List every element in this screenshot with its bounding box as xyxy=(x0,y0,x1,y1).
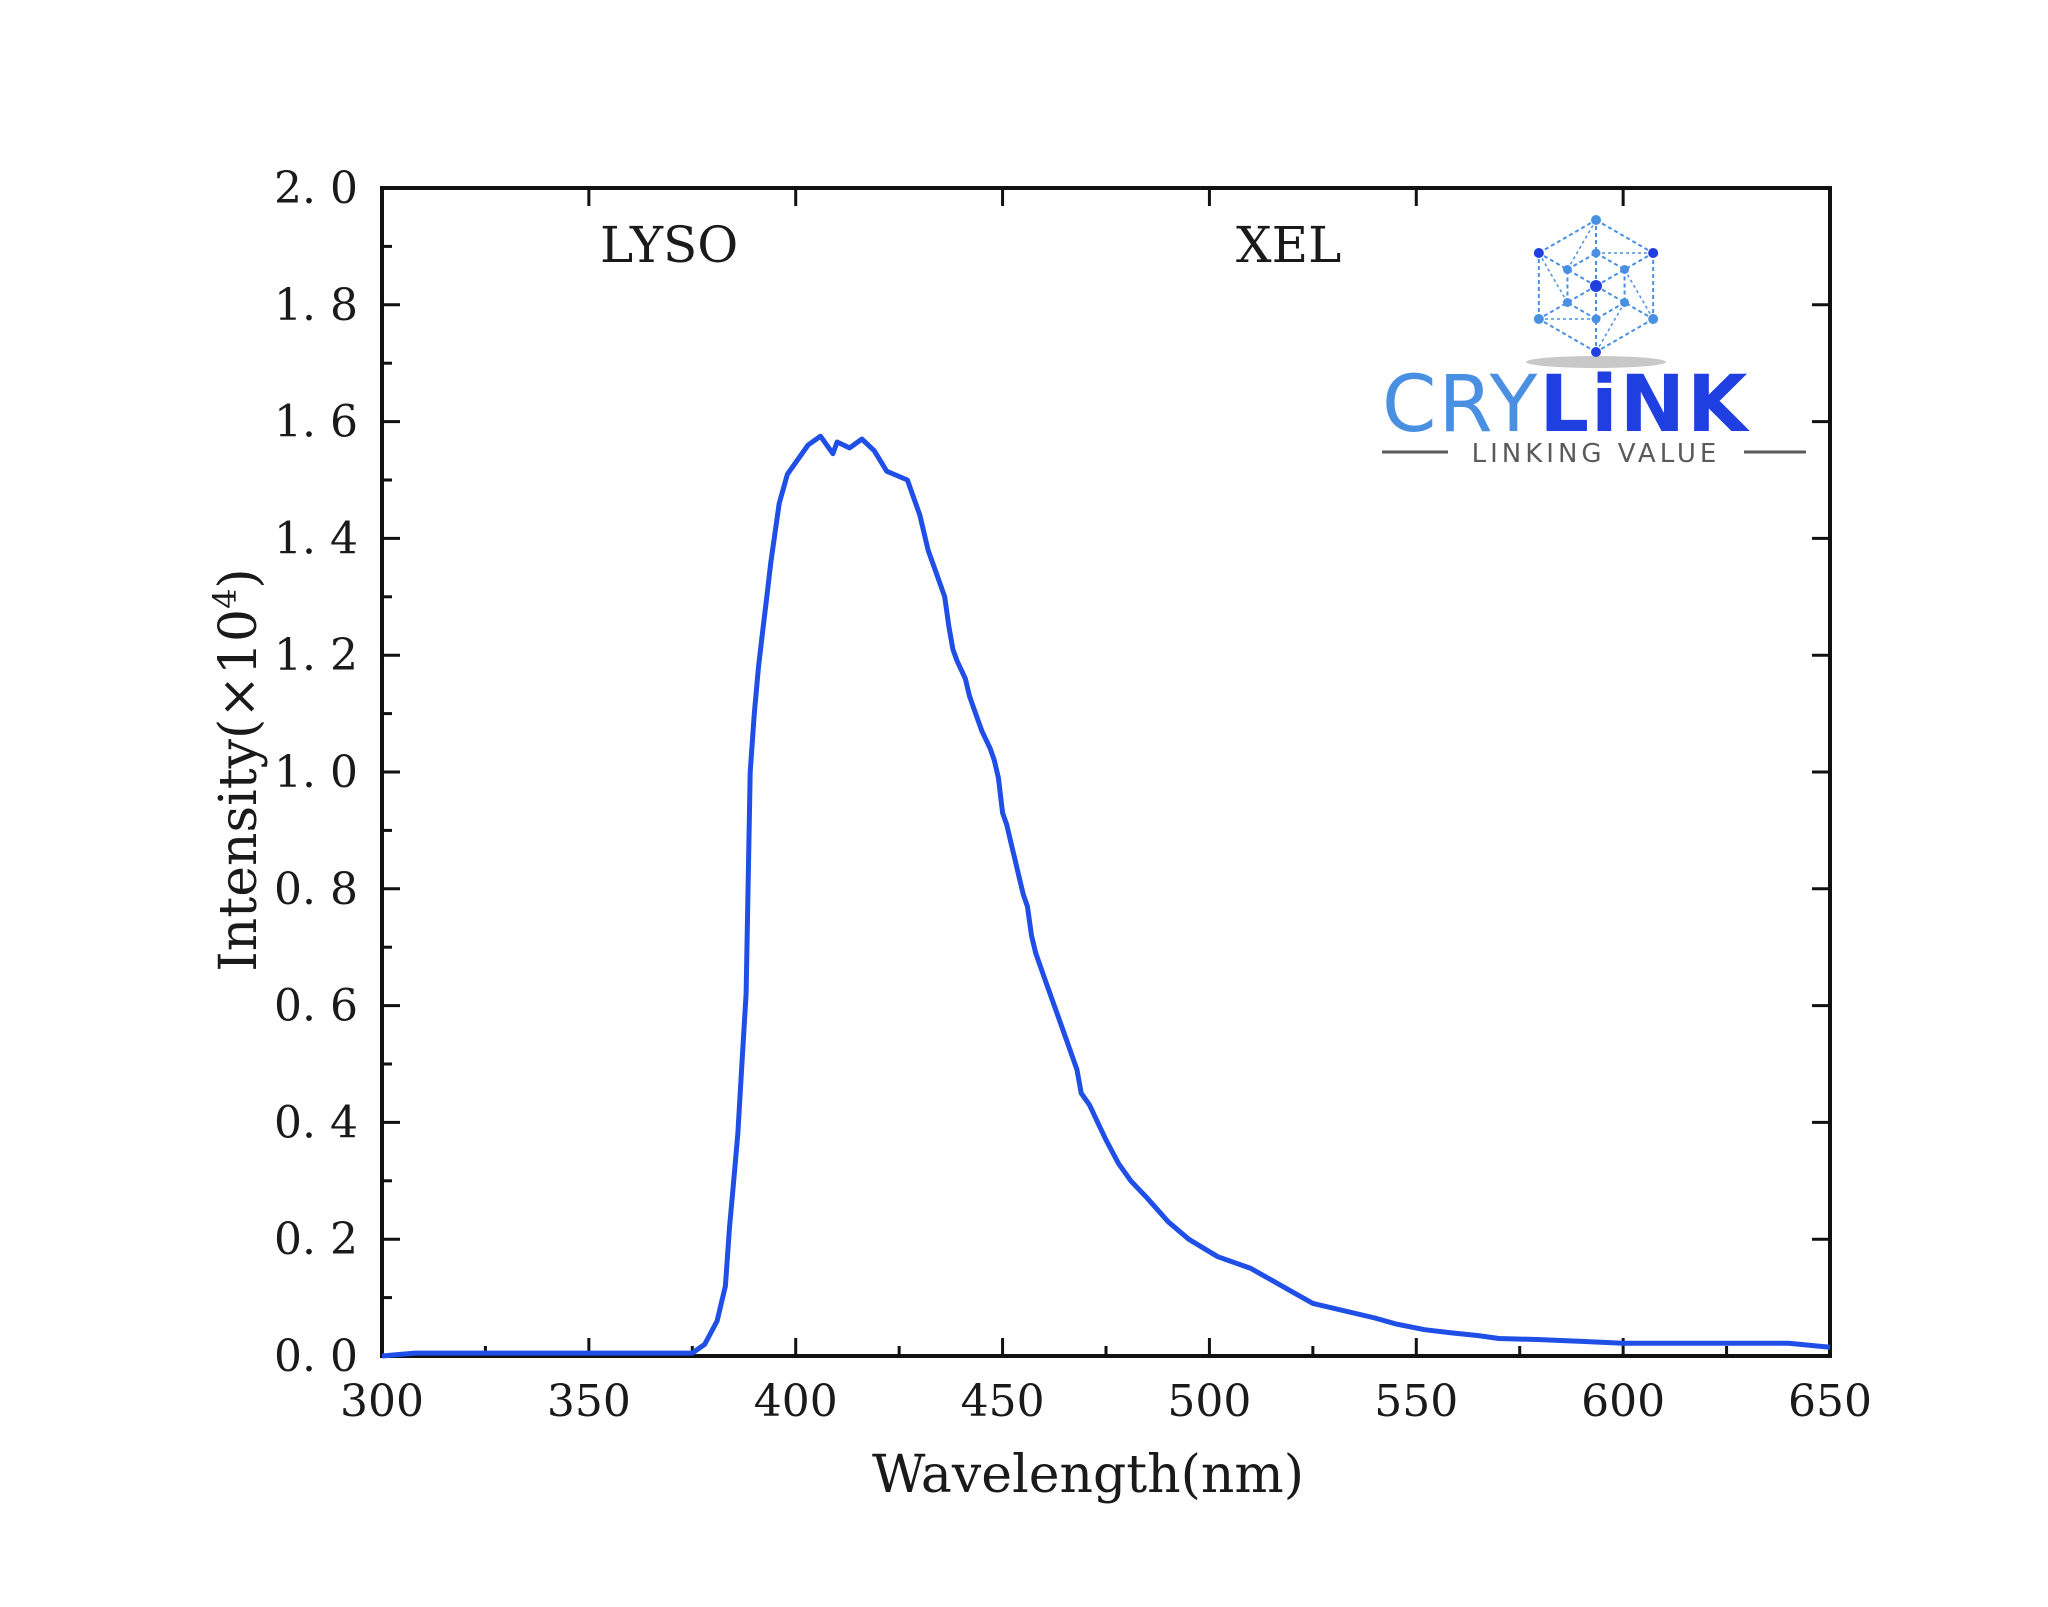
logo-spoke xyxy=(1538,285,1597,320)
logo-brand-light: CRY xyxy=(1382,360,1539,450)
logo-node xyxy=(1591,248,1601,258)
y-tick-label: 1. 0 xyxy=(274,747,358,798)
logo-spoke xyxy=(1538,252,1597,287)
x-tick-labels: 300 350 400 450 500 550 600 650 xyxy=(340,1376,1872,1427)
y-tick-label: 1. 2 xyxy=(274,630,358,681)
hexagon-network-icon xyxy=(1526,215,1666,368)
x-tick-label: 500 xyxy=(1167,1376,1251,1427)
logo-edge xyxy=(1538,318,1597,353)
y-axis-title-end: ) xyxy=(209,568,269,588)
y-tick-label: 1. 8 xyxy=(274,280,358,331)
logo-node xyxy=(1620,298,1630,307)
logo-spoke xyxy=(1595,252,1654,287)
logo-brand: CRYLiNK xyxy=(1382,360,1750,450)
logo-tagline: LINKING VALUE xyxy=(1472,439,1721,469)
y-tick-label: 1. 6 xyxy=(274,397,358,448)
logo-edge xyxy=(1538,219,1597,254)
logo-node xyxy=(1533,314,1544,324)
logo-node xyxy=(1648,248,1659,258)
logo-node xyxy=(1591,215,1601,225)
x-tick-label: 400 xyxy=(754,1376,838,1427)
y-tick-label: 0. 6 xyxy=(274,981,358,1032)
y-tick-label: 0. 2 xyxy=(274,1214,358,1265)
logo-node xyxy=(1533,248,1544,258)
logo-node xyxy=(1591,347,1601,357)
y-tick-label: 2. 0 xyxy=(274,163,358,214)
logo-inner-edge xyxy=(1595,301,1626,320)
logo-inner-edge xyxy=(1566,301,1597,320)
logo-brand-bold: LiNK xyxy=(1539,360,1750,450)
logo-node xyxy=(1562,265,1572,274)
y-axis-title: Intensity(×104) xyxy=(206,568,269,971)
logo-node xyxy=(1562,298,1572,307)
x-tick-label: 550 xyxy=(1374,1376,1458,1427)
logo-node xyxy=(1591,314,1601,324)
x-tick-label: 450 xyxy=(961,1376,1045,1427)
logo-spoke xyxy=(1595,285,1654,320)
logo-node xyxy=(1620,265,1630,274)
crylink-logo: CRYLiNK LINKING VALUE xyxy=(1382,215,1806,469)
logo-shadow xyxy=(1526,356,1666,368)
x-tick-label: 650 xyxy=(1788,1376,1872,1427)
y-tick-label: 1. 4 xyxy=(274,513,358,564)
series-group xyxy=(381,433,1831,1359)
logo-inner-edge xyxy=(1566,252,1597,271)
series-line xyxy=(381,433,1831,1359)
logo-inner-edge xyxy=(1595,252,1626,271)
y-axis-title-superscript: 4 xyxy=(206,589,244,609)
y-tick-label: 0. 0 xyxy=(274,1331,358,1382)
logo-edge xyxy=(1595,219,1654,254)
x-tick-label: 600 xyxy=(1581,1376,1665,1427)
y-tick-label: 0. 4 xyxy=(274,1097,358,1148)
x-tick-label: 300 xyxy=(340,1376,424,1427)
y-tick-label: 0. 8 xyxy=(274,864,358,915)
annotation-xel: XEL xyxy=(1236,216,1341,274)
x-axis-title: Wavelength(nm) xyxy=(872,1445,1304,1505)
logo-edge xyxy=(1595,318,1654,353)
annotation-lyso: LYSO xyxy=(600,216,738,274)
logo-node-center xyxy=(1590,280,1602,292)
y-tick-labels: 0. 0 0. 2 0. 4 0. 6 0. 8 1. 0 1. 2 1. 4 1. 6 1. 8… xyxy=(274,163,358,1382)
x-tick-label: 350 xyxy=(547,1376,631,1427)
logo-node xyxy=(1648,314,1659,324)
y-axis-title-main: Intensity(×10 xyxy=(209,609,269,972)
